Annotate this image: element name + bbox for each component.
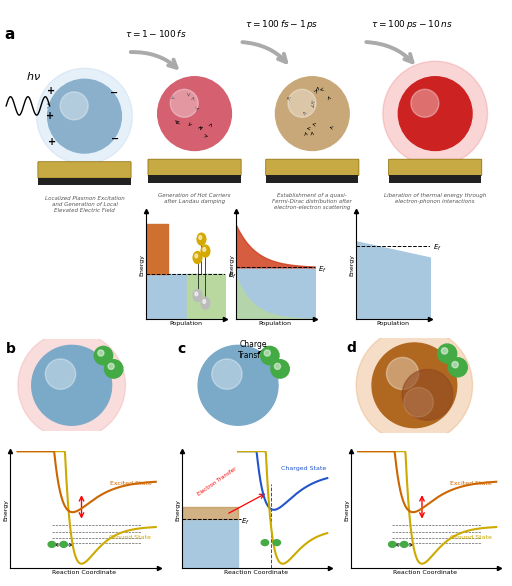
Text: $E_f$: $E_f$ [433, 243, 442, 253]
Circle shape [94, 346, 113, 365]
Y-axis label: Energy: Energy [229, 254, 234, 276]
Y-axis label: Energy: Energy [350, 254, 354, 276]
X-axis label: Population: Population [259, 321, 292, 326]
Circle shape [48, 541, 55, 547]
Text: $E_f$: $E_f$ [318, 264, 327, 275]
Circle shape [372, 343, 457, 428]
Text: Charged State: Charged State [281, 466, 326, 471]
Text: $h\nu$: $h\nu$ [26, 70, 40, 82]
Circle shape [60, 92, 88, 120]
Bar [389, 175, 481, 183]
FancyBboxPatch shape [148, 159, 241, 176]
Circle shape [448, 358, 467, 377]
Circle shape [108, 363, 114, 369]
Circle shape [441, 347, 447, 354]
Text: Electron Transfer: Electron Transfer [197, 466, 238, 497]
Circle shape [212, 359, 242, 389]
Circle shape [201, 297, 210, 309]
Text: Excited State: Excited State [450, 481, 492, 486]
Circle shape [404, 387, 434, 417]
Circle shape [264, 350, 270, 356]
Circle shape [273, 540, 281, 546]
Y-axis label: Energy: Energy [4, 499, 9, 521]
Text: Ground State: Ground State [110, 535, 152, 540]
Circle shape [356, 327, 473, 444]
Text: Establishment of a quasi-
Fermi-Dirac distribution after
electron-electron scatt: Establishment of a quasi- Fermi-Dirac di… [272, 193, 352, 210]
Text: +: + [46, 111, 54, 121]
Text: Charge
Transfer: Charge Transfer [238, 340, 269, 360]
FancyBboxPatch shape [266, 159, 359, 176]
Circle shape [271, 360, 289, 378]
Circle shape [170, 89, 198, 117]
FancyBboxPatch shape [38, 162, 131, 178]
Circle shape [201, 245, 210, 257]
Text: $\tau = 100\,fs - 1\,ps$: $\tau = 100\,fs - 1\,ps$ [245, 18, 318, 30]
Circle shape [193, 251, 202, 264]
X-axis label: Reaction Coordinate: Reaction Coordinate [224, 570, 288, 575]
Text: $\tau = 100\,ps - 10\,ns$: $\tau = 100\,ps - 10\,ns$ [371, 18, 453, 30]
Circle shape [274, 363, 281, 369]
Text: b: b [6, 342, 16, 356]
Circle shape [275, 77, 349, 151]
Circle shape [452, 362, 458, 368]
Circle shape [389, 541, 396, 547]
Bar [148, 175, 241, 183]
Circle shape [261, 540, 269, 546]
Y-axis label: Energy: Energy [345, 499, 349, 521]
Text: −: − [111, 134, 119, 144]
Circle shape [261, 346, 279, 365]
Circle shape [402, 369, 453, 420]
Text: $E_f$: $E_f$ [228, 271, 237, 281]
Y-axis label: Energy: Energy [176, 499, 180, 521]
Circle shape [197, 233, 206, 245]
Text: Generation of Hot Carriers
after Landau damping: Generation of Hot Carriers after Landau … [158, 193, 231, 204]
Y-axis label: Energy: Energy [140, 254, 144, 276]
Circle shape [199, 236, 202, 240]
FancyBboxPatch shape [389, 159, 482, 176]
Circle shape [195, 292, 198, 296]
Circle shape [46, 359, 76, 389]
Text: Ground State: Ground State [450, 535, 492, 540]
Text: Excited State: Excited State [110, 481, 152, 486]
Text: c: c [178, 342, 186, 356]
Circle shape [198, 345, 278, 425]
Circle shape [203, 299, 206, 304]
Circle shape [411, 89, 439, 117]
Text: Liberation of thermal energy through
electron-phonon interactions: Liberation of thermal energy through ele… [384, 193, 486, 204]
X-axis label: Population: Population [376, 321, 410, 326]
Text: $\tau = 1 - 100\,fs$: $\tau = 1 - 100\,fs$ [125, 28, 187, 39]
Circle shape [104, 360, 123, 378]
Circle shape [36, 68, 133, 164]
Circle shape [387, 357, 419, 390]
Circle shape [195, 254, 198, 258]
Circle shape [18, 332, 125, 439]
Circle shape [400, 541, 408, 547]
Circle shape [158, 77, 231, 151]
Circle shape [60, 541, 68, 547]
Circle shape [438, 344, 457, 363]
X-axis label: Reaction Coordinate: Reaction Coordinate [393, 570, 457, 575]
X-axis label: Population: Population [169, 321, 202, 326]
Text: Localized Plasmon Excitation
and Generation of Local
Elevated Electric Field: Localized Plasmon Excitation and Generat… [45, 196, 124, 213]
Text: −: − [110, 88, 118, 98]
Circle shape [383, 62, 487, 166]
Circle shape [193, 289, 202, 301]
X-axis label: Reaction Coordinate: Reaction Coordinate [52, 570, 116, 575]
Circle shape [288, 89, 316, 117]
Circle shape [48, 79, 121, 153]
Text: d: d [347, 341, 356, 355]
Circle shape [398, 77, 472, 151]
Text: a: a [4, 26, 14, 42]
Circle shape [98, 350, 104, 356]
Bar [38, 178, 131, 185]
Text: +: + [48, 137, 56, 146]
Text: +: + [47, 86, 55, 96]
Circle shape [203, 247, 206, 251]
Bar [266, 175, 358, 183]
Circle shape [32, 345, 112, 425]
Text: $E_f$: $E_f$ [241, 516, 250, 527]
